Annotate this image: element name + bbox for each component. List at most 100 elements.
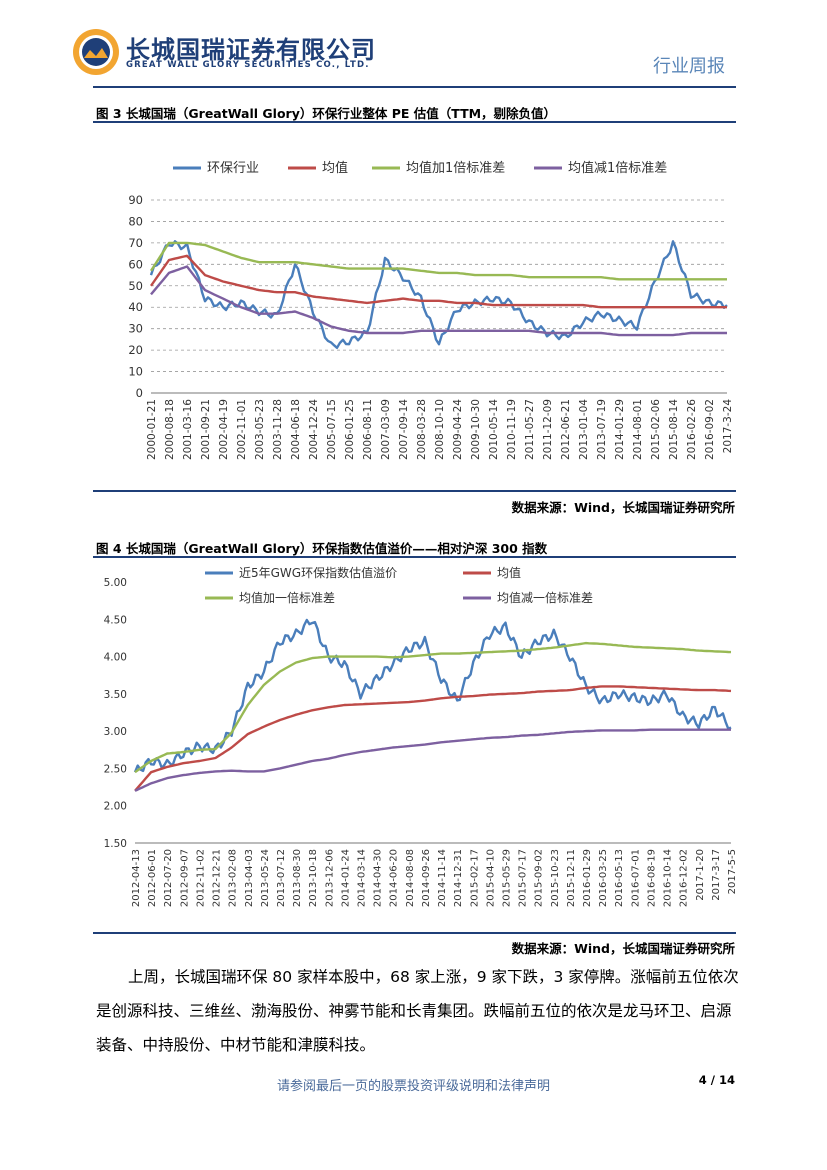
company-logo-icon (73, 29, 119, 75)
fig3-ytick-label: 10 (128, 365, 143, 379)
fig4-ytick-label: 4.50 (104, 614, 127, 626)
fig4-xtick-label: 2015-02-17 (469, 849, 480, 907)
fig3-xtick-label: 2000-08-18 (164, 399, 176, 460)
fig4-xtick-label: 2015-05-29 (501, 849, 512, 907)
fig3-ytick-label: 30 (128, 322, 143, 336)
fig4-xtick-label: 2017-1-20 (695, 849, 706, 901)
fig3-ytick-label: 20 (128, 343, 143, 357)
figure3-bottom-rule (93, 490, 736, 492)
fig4-xtick-label: 2015-04-10 (485, 849, 496, 907)
fig3-xtick-label: 2008-10-10 (434, 399, 446, 460)
fig3-xtick-label: 2005-07-15 (326, 399, 338, 460)
fig4-xtick-label: 2015-12-11 (566, 849, 577, 907)
fig3-xtick-label: 2015-02-06 (650, 399, 662, 460)
fig4-xtick-label: 2015-09-02 (534, 849, 545, 907)
fig3-legend-label-2: 均值 (322, 160, 348, 176)
fig4-xtick-label: 2014-01-24 (340, 849, 351, 907)
fig3-series-line-2 (150, 254, 727, 309)
fig3-ytick-label: 0 (136, 386, 143, 400)
fig3-ytick-label: 90 (128, 193, 143, 207)
figure3-title: 图 3 长城国瑞（GreatWall Glory）环保行业整体 PE 估值（TT… (96, 106, 557, 121)
report-type: 行业周报 (653, 56, 725, 77)
fig3-xtick-label: 2003-11-28 (272, 399, 284, 460)
fig4-xtick-label: 2012-07-20 (163, 849, 174, 907)
fig3-xtick-label: 2016-09-02 (704, 399, 716, 460)
figure4-title: 图 4 长城国瑞（GreatWall Glory）环保指数估值溢价——相对沪深 … (96, 541, 548, 556)
fig4-xtick-label: 2016-12-02 (679, 849, 690, 907)
fig3-xtick-label: 2011-12-09 (542, 399, 554, 460)
fig4-series-line-3 (134, 641, 732, 774)
fig4-ytick-label: 2.00 (104, 801, 127, 813)
fig3-legend-label-1: 环保行业 (207, 161, 259, 176)
fig4-legend-label-1: 近5年GWG环保指数估值溢价 (239, 565, 397, 580)
fig4-xtick-label: 2016-08-19 (646, 849, 657, 907)
fig3-xtick-label: 2007-09-14 (398, 399, 410, 460)
company-name-cn: 长城国瑞证券有限公司 (126, 36, 376, 64)
fig4-xtick-label: 2014-08-08 (405, 849, 416, 907)
fig3-xtick-label: 2001-03-16 (182, 399, 194, 460)
fig3-legend-label-3: 均值加1倍标准差 (406, 160, 505, 176)
company-name-en: GREAT WALL GLORY SECURITIES CO., LTD. (126, 60, 370, 70)
fig4-xtick-label: 2013-05-24 (260, 849, 271, 907)
fig4-xtick-label: 2016-10-14 (663, 849, 674, 907)
fig3-xtick-label: 2012-06-21 (560, 399, 572, 460)
fig3-xtick-label: 2009-10-30 (470, 399, 482, 460)
fig3-xtick-label: 2010-05-14 (488, 399, 500, 460)
fig4-ytick-label: 4.00 (104, 652, 127, 664)
fig4-xtick-label: 2017-3-17 (711, 849, 722, 901)
fig3-xtick-label: 2010-11-19 (506, 399, 518, 460)
fig3-xtick-label: 2011-05-27 (524, 399, 536, 460)
fig3-xtick-label: 2006-01-25 (344, 399, 356, 460)
figure3-pe-chart: 环保行业 均值 均值加1倍标准差 均值减1倍标准差 0 10 20 30 40 50 60 70 80 9… (128, 160, 734, 460)
fig4-xtick-label: 2017-5-5 (727, 849, 738, 894)
fig3-xtick-label: 2004-06-18 (290, 399, 302, 460)
fig3-series-line-3 (149, 241, 727, 281)
fig3-xtick-label: 2002-11-01 (236, 399, 248, 460)
fig3-xtick-label: 2014-08-01 (632, 399, 644, 460)
fig4-xtick-label: 2013-02-08 (228, 849, 239, 907)
fig4-legend-label-4: 均值减一倍标准差 (497, 590, 593, 605)
figure3-source: 数据来源：Wind，长城国瑞证券研究所 (511, 500, 735, 515)
fig4-xtick-label: 2012-06-01 (147, 849, 158, 907)
fig3-xtick-label: 2003-05-23 (254, 399, 266, 460)
fig4-xtick-label: 2013-07-12 (276, 849, 287, 907)
fig4-xtick-label: 2014-09-26 (421, 849, 432, 907)
fig4-xtick-label: 2013-10-18 (308, 849, 319, 907)
fig4-ytick-label: 3.00 (104, 726, 127, 738)
fig3-xtick-label: 2001-09-21 (200, 399, 212, 460)
figure4-source: 数据来源：Wind，长城国瑞证券研究所 (511, 941, 735, 956)
fig3-xtick-label: 2008-03-28 (416, 399, 428, 460)
fig4-series-line-1 (133, 618, 732, 773)
fig4-xtick-label: 2013-04-03 (244, 849, 255, 907)
page-number: 4 / 14 (698, 1073, 735, 1087)
fig3-series-line-4 (150, 265, 727, 337)
fig3-ytick-label: 60 (128, 257, 143, 271)
fig3-xtick-label: 2015-08-14 (668, 399, 680, 460)
fig4-xtick-label: 2013-08-30 (292, 849, 303, 907)
fig4-series-line-4 (134, 728, 731, 792)
fig4-xtick-label: 2015-10-23 (550, 849, 561, 907)
fig4-xtick-label: 2016-01-29 (582, 849, 593, 907)
fig3-xtick-label: 2006-08-11 (362, 399, 374, 460)
fig3-xtick-label: 2014-01-29 (614, 399, 626, 460)
fig4-xtick-label: 2016-05-13 (614, 849, 625, 907)
fig4-xtick-label: 2012-04-13 (131, 849, 142, 907)
fig3-xtick-label: 2013-07-19 (596, 399, 608, 460)
fig4-xtick-label: 2014-06-20 (389, 849, 400, 907)
figure3-top-rule (93, 121, 736, 123)
fig4-xtick-label: 2012-12-21 (212, 849, 223, 907)
fig4-legend-label-2: 均值 (497, 565, 521, 580)
fig3-ytick-label: 50 (128, 279, 143, 293)
fig4-ytick-label: 5.00 (104, 577, 127, 589)
fig3-ytick-label: 70 (128, 236, 143, 250)
fig3-xtick-label: 2007-03-09 (380, 399, 392, 460)
fig4-xtick-label: 2014-04-30 (373, 849, 384, 907)
fig3-xtick-label: 2016-02-26 (686, 399, 698, 460)
fig4-xtick-label: 2013-12-06 (324, 849, 335, 907)
fig4-legend-label-3: 均值加一倍标准差 (239, 590, 335, 605)
fig3-xtick-label: 2000-01-21 (146, 399, 158, 460)
fig4-xtick-label: 2014-12-31 (453, 849, 464, 907)
fig4-ytick-label: 3.50 (104, 689, 127, 701)
fig4-ytick-label: 1.50 (104, 838, 127, 850)
